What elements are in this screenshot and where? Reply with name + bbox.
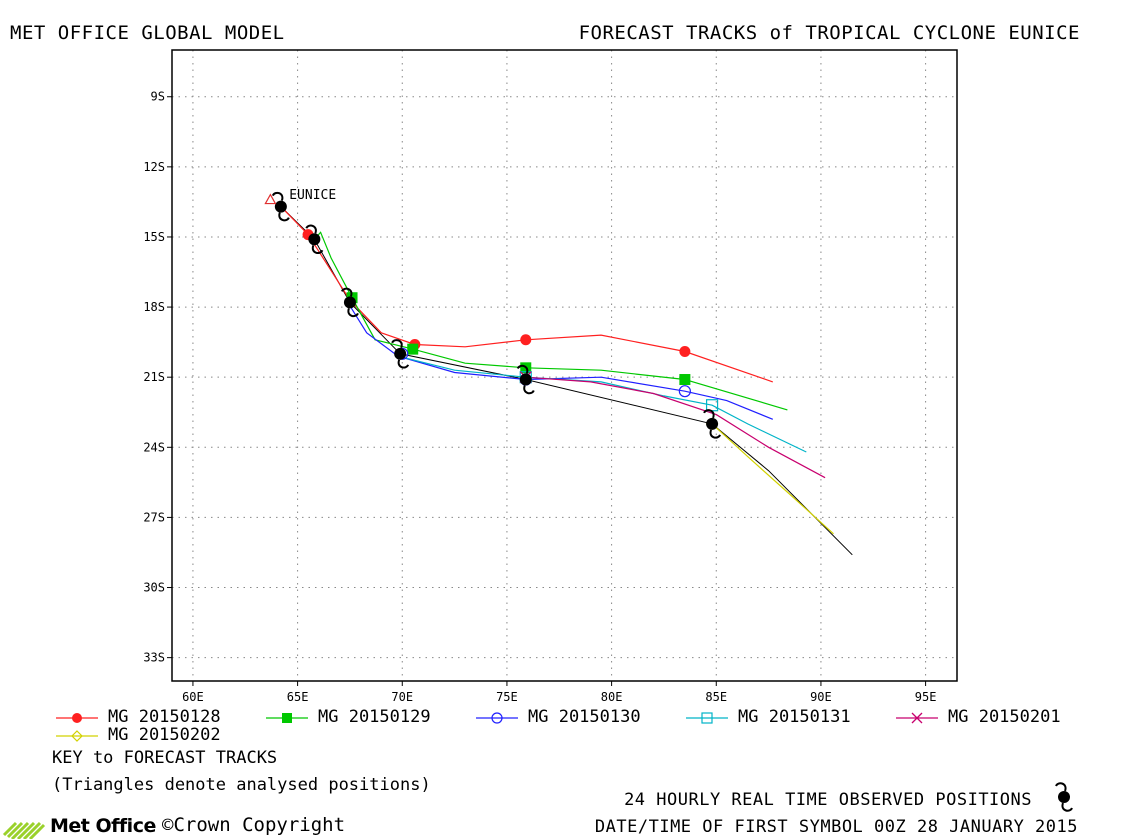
observed-track-line (280, 206, 853, 556)
cyclone-symbol-arm (703, 409, 715, 419)
observed-position-symbol (703, 409, 722, 439)
markers: EUNICE (264, 188, 722, 439)
marker-open-diamond (71, 730, 83, 742)
cyclone-symbol-core (1058, 791, 1070, 803)
key-note: (Triangles denote analysed positions) (52, 775, 431, 795)
y-tick-label: 15S (143, 230, 165, 244)
marker-filled-square (407, 343, 419, 355)
y-tick-label: 12S (143, 160, 165, 174)
cyclone-symbol-core (394, 347, 407, 360)
cyclone-symbol-core (343, 296, 356, 309)
x-tick-label: 75E (496, 690, 518, 704)
cyclone-symbol-core (308, 233, 321, 246)
marker-open-circle (491, 712, 503, 724)
model-title: MET OFFICE GLOBAL MODEL (10, 22, 285, 44)
tracks (280, 206, 853, 556)
cyclone-symbol-core (274, 200, 287, 213)
cyclone-symbol-arm (278, 212, 290, 222)
plot-frame (171, 49, 958, 682)
observed-position-symbol (391, 339, 410, 369)
cyclone-symbol-core (519, 373, 532, 386)
cyclone-symbol-arm (397, 359, 410, 369)
y-tick-label: 24S (143, 440, 165, 454)
marker-open-circle (678, 385, 691, 398)
cyclone-symbol-arm (516, 364, 529, 374)
cyclone-symbol-arm (347, 308, 359, 318)
y-tick-label: 27S (143, 510, 165, 524)
cyclone-symbol-arm (305, 224, 317, 234)
met-office-logo-icon (2, 821, 46, 839)
legend-entry-label: MG 20150128 (108, 707, 221, 727)
cyclone-symbol-arm (523, 385, 535, 395)
forecast-track-line (397, 355, 807, 453)
marker-filled-circle (520, 334, 532, 346)
forecast-track-line (347, 302, 774, 420)
legend-entry-label: MG 20150131 (738, 707, 851, 727)
x-tick-label: 60E (182, 690, 204, 704)
y-tick-label: 9S (151, 90, 165, 104)
x-tick-label: 80E (601, 690, 623, 704)
cyclone-symbol-arm (709, 429, 722, 439)
x-tick-label: 70E (391, 690, 413, 704)
copyright: ©Crown Copyright (162, 814, 346, 836)
cyclone-symbol-arm (271, 191, 284, 201)
legend-entry-label: MG 20150130 (528, 707, 641, 727)
marker-filled-square (679, 374, 691, 386)
cyclone-symbol-core (706, 417, 719, 430)
cyclone-symbol-arm (391, 339, 403, 349)
cyclone-symbol-arm (1061, 802, 1073, 812)
grid (172, 50, 957, 681)
observed-position-symbol-icon (1055, 782, 1073, 812)
marker-filled-circle (679, 345, 691, 357)
forecast-track-line (525, 376, 826, 479)
y-tick-label: 33S (143, 651, 165, 665)
cyclone-symbol-arm (1055, 782, 1067, 792)
cyclone-symbol-arm (311, 244, 324, 255)
cyclone-symbol-arm (341, 287, 353, 297)
y-tick-label: 30S (143, 581, 165, 595)
y-tick-label: 18S (143, 300, 165, 314)
met-office-logo-text: Met Office (50, 815, 156, 837)
observed-position-symbol (516, 364, 535, 395)
observed-position-symbol (341, 287, 359, 318)
x-tick-label: 90E (810, 690, 832, 704)
observed-position-symbol (1055, 782, 1073, 812)
marker-filled-square (282, 713, 292, 723)
legend-markers (56, 712, 938, 742)
chart-title: FORECAST TRACKS of TROPICAL CYCLONE EUNI… (578, 22, 1080, 44)
legend-entry-label: MG 20150202 (108, 725, 221, 745)
first-symbol-datetime: DATE/TIME OF FIRST SYMBOL 00Z 28 JANUARY… (594, 817, 1078, 837)
legend-entry-label: MG 20150201 (948, 707, 1061, 727)
legend-entry-label: MG 20150129 (318, 707, 431, 727)
forecast-track-line (711, 423, 834, 535)
storm-name-label: EUNICE (289, 188, 336, 203)
x-tick-label: 95E (915, 690, 937, 704)
marker-cross (911, 712, 923, 724)
x-tick-label: 85E (705, 690, 727, 704)
observed-positions-label: 24 HOURLY REAL TIME OBSERVED POSITIONS (624, 790, 1032, 810)
observed-position-symbol (305, 224, 324, 255)
key-title: KEY to FORECAST TRACKS (52, 748, 278, 768)
axis-ticks: 60E 65E 70E 75E 80E 85E 90E 95E 9S 12S 15S 18S 21S 24… (143, 90, 936, 704)
met-office-logo: Met Office (2, 812, 156, 840)
marker-open-square (701, 712, 713, 724)
marker-filled-circle (72, 713, 82, 723)
y-tick-label: 21S (143, 370, 165, 384)
observed-position-symbol (271, 191, 290, 222)
analysed-position-triangle (264, 193, 277, 205)
x-tick-label: 65E (287, 690, 309, 704)
